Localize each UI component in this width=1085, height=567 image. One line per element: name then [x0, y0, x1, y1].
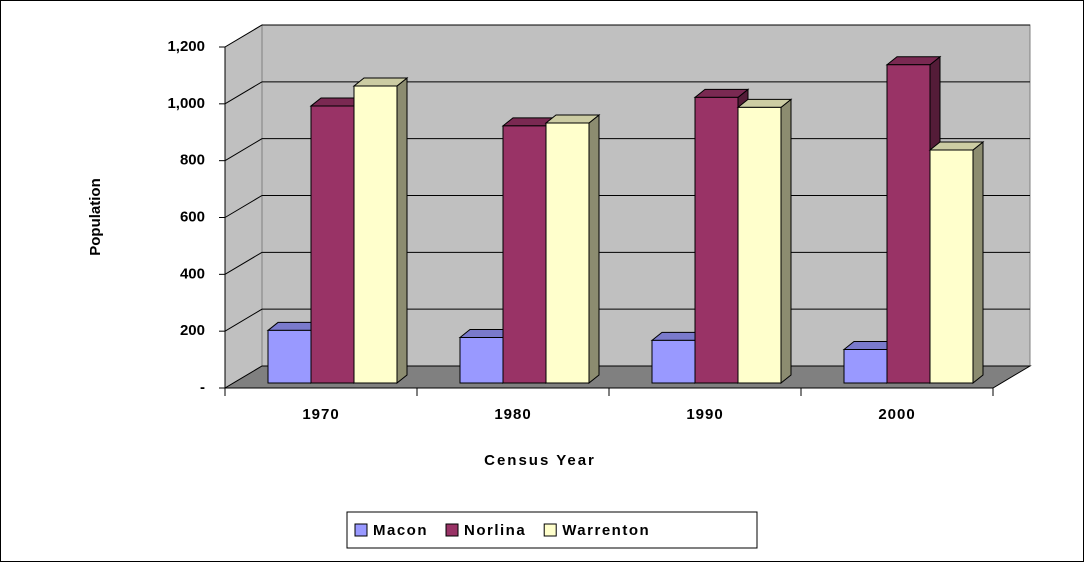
bar-top: [928, 141, 985, 151]
bar: [352, 77, 409, 385]
grid-line: [224, 24, 1030, 48]
bar-front: [929, 149, 974, 384]
y-tick-label: 400: [180, 265, 205, 282]
legend-swatch: [543, 523, 557, 537]
y-tick-label: 1,200: [167, 38, 205, 55]
grid-line: [224, 81, 1030, 105]
bar-top: [352, 77, 409, 87]
bar: [928, 140, 985, 385]
x-tick-label: 1990: [686, 406, 723, 423]
bar-front: [651, 339, 696, 384]
floor: [223, 365, 1032, 389]
bar-front: [310, 105, 355, 384]
legend-label: Norlina: [464, 522, 526, 539]
bar-front: [502, 125, 547, 384]
x-axis-title: Census Year: [484, 452, 596, 469]
bar-top: [885, 56, 942, 66]
bar-front: [459, 337, 504, 384]
bar-front: [353, 85, 398, 384]
x-tick-label: 2000: [878, 406, 915, 423]
y-tick-label: 1,000: [167, 95, 205, 112]
bar-top: [693, 88, 750, 98]
bar-front: [886, 64, 931, 384]
bar: [544, 113, 601, 385]
bar-front: [545, 122, 590, 384]
y-tick-label: 800: [180, 152, 205, 169]
legend-swatch: [354, 523, 368, 537]
bar-side: [972, 140, 984, 385]
bar-front: [843, 348, 888, 384]
bar-front: [267, 329, 312, 384]
bar-side: [780, 98, 792, 385]
y-tick-label: -: [200, 379, 205, 396]
x-tick-label: 1980: [494, 406, 531, 423]
bar-front: [694, 96, 739, 384]
bar-top: [544, 114, 601, 124]
bar: [736, 98, 793, 385]
x-tick-label: 1970: [302, 406, 339, 423]
legend-swatch: [445, 523, 459, 537]
legend-label: Warrenton: [562, 522, 650, 539]
bar-side: [396, 77, 408, 385]
bar-top: [736, 98, 793, 108]
y-axis-title: Population: [87, 178, 104, 256]
y-tick-label: 600: [180, 208, 205, 225]
y-tick-label: 200: [180, 322, 205, 339]
bar-side: [588, 113, 600, 385]
bar-front: [737, 106, 782, 384]
legend-label: Macon: [373, 522, 428, 539]
